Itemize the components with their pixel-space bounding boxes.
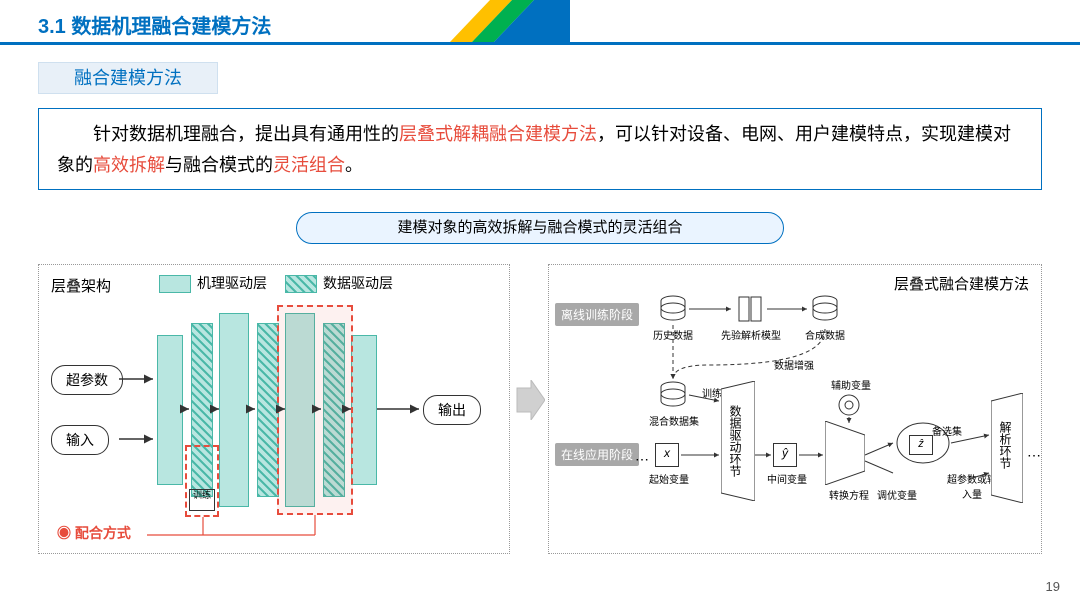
slide-header: 3.1 数据机理融合建模方法 xyxy=(0,0,1080,46)
right-arrows xyxy=(549,265,1043,555)
desc-seg: 。 xyxy=(345,155,363,175)
section-title: 3.1 数据机理融合建模方法 xyxy=(38,10,271,39)
summary-pill: 建模对象的高效拆解与融合模式的灵活组合 xyxy=(296,212,784,244)
eye-icon: ◉ xyxy=(57,525,75,541)
description-box: 针对数据机理融合，提出具有通用性的层叠式解耦融合建模方法，可以针对设备、电网、用… xyxy=(38,108,1042,190)
desc-seg: 灵活组合 xyxy=(273,155,345,175)
sub-header-box: 融合建模方法 xyxy=(38,62,218,94)
eye-label: ◉ 配合方式 xyxy=(57,523,131,543)
panel-arrow-icon xyxy=(515,380,545,420)
desc-seg: 与融合模式的 xyxy=(165,155,273,175)
flow-arrows-left xyxy=(39,265,511,555)
right-diagram-panel: 层叠式融合建模方法 离线训练阶段 在线应用阶段 历史数据 先验解析模型 合成数据… xyxy=(548,264,1042,554)
eye-text: 配合方式 xyxy=(75,525,131,541)
desc-seg: 层叠式解耦融合建模方法 xyxy=(399,124,597,144)
left-diagram-panel: 层叠架构 机理驱动层 数据驱动层 训练 超参数 输入 输出 ◉ 配合方式 xyxy=(38,264,510,554)
desc-seg: 针对数据机理融合，提出具有通用性的 xyxy=(57,124,399,144)
header-deco-icon xyxy=(450,0,570,42)
desc-seg: 高效拆解 xyxy=(93,155,165,175)
header-rule xyxy=(0,42,1080,45)
page-number: 19 xyxy=(1046,579,1060,594)
